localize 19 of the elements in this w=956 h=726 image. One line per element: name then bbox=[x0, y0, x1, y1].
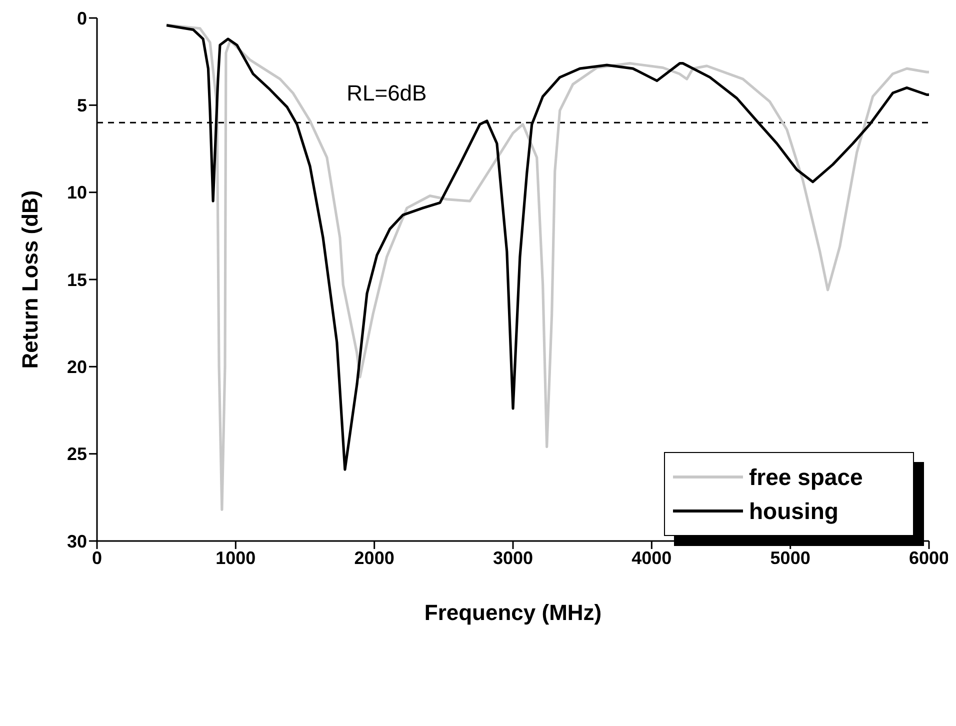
x-tick-label: 3000 bbox=[492, 548, 534, 568]
x-tick-label: 2000 bbox=[354, 548, 394, 568]
y-tick-label: 10 bbox=[66, 182, 87, 203]
x-axis-title: Frequency (MHz) bbox=[424, 600, 602, 625]
x-tick-label: 4000 bbox=[632, 548, 672, 568]
y-tick-label: 15 bbox=[66, 270, 87, 290]
y-tick-label: 20 bbox=[66, 357, 87, 378]
ref-line-label: RL=6dB bbox=[346, 80, 427, 106]
legend-label: free space bbox=[749, 464, 863, 490]
y-tick-label: 30 bbox=[66, 531, 87, 552]
x-tick-label: 1000 bbox=[216, 548, 256, 568]
x-tick-label: 6000 bbox=[908, 548, 950, 568]
y-tick-label: 0 bbox=[76, 8, 87, 28]
y-tick-label: 25 bbox=[66, 444, 87, 464]
legend-label: housing bbox=[749, 498, 838, 524]
x-tick-label: 0 bbox=[92, 548, 102, 568]
y-tick-label: 5 bbox=[76, 96, 87, 116]
x-tick-label: 5000 bbox=[770, 548, 810, 568]
y-axis-title: Return Loss (dB) bbox=[18, 190, 42, 369]
